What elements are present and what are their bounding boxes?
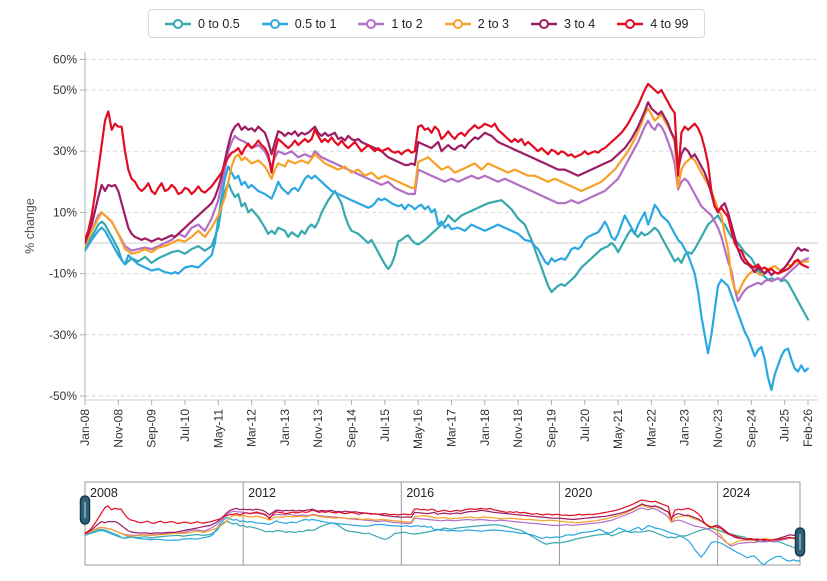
navigator-year-label: 2012 <box>248 486 276 500</box>
navigator-year-label: 2020 <box>564 486 592 500</box>
legend-label: 0 to 0.5 <box>198 16 240 31</box>
x-tick-label: Feb-26 <box>801 409 815 447</box>
navigator-left-handle-icon[interactable] <box>79 495 91 525</box>
legend-label: 4 to 99 <box>650 16 689 31</box>
x-tick-label: May-21 <box>611 409 625 449</box>
legend-item-0.5-to-1[interactable]: 0.5 to 1 <box>261 16 337 31</box>
legend-marker-icon <box>358 18 385 29</box>
x-tick-label: Mar-22 <box>644 409 658 447</box>
legend-item-2-to-3[interactable]: 2 to 3 <box>444 16 509 31</box>
navigator[interactable]: 2008 2012 2016 2020 2024 <box>79 481 806 566</box>
x-tick-label: Jul-15 <box>378 409 392 442</box>
x-tick-label: Nov-18 <box>511 409 525 448</box>
y-tick-label: -10% <box>49 267 77 281</box>
x-tick-label: Jul-10 <box>178 409 192 442</box>
x-tick-label: May-11 <box>211 409 225 448</box>
legend-marker-icon <box>165 18 191 29</box>
legend-marker-icon <box>617 18 644 29</box>
series-line-0.5-to-1 <box>85 165 810 391</box>
y-tick-label: 30% <box>53 144 77 158</box>
series-line-2-to-3 <box>85 107 810 295</box>
navigator-line-1-to-2 <box>85 507 800 547</box>
x-tick-label: Jan-18 <box>478 409 492 446</box>
series-line-4-to-99 <box>85 82 810 275</box>
x-tick-label: May-16 <box>411 409 425 449</box>
navigator-line-3-to-4 <box>85 503 800 542</box>
y-tick-label: -30% <box>49 328 77 342</box>
x-tick-label: Sep-09 <box>145 409 159 448</box>
x-tick-label: Nov-13 <box>311 409 325 448</box>
x-tick-label: Mar-12 <box>245 409 259 447</box>
legend-item-4-to-99[interactable]: 4 to 99 <box>617 17 688 31</box>
x-tick-label: Nov-08 <box>111 409 125 448</box>
legend-item-0-to-0.5[interactable]: 0 to 0.5 <box>165 17 240 31</box>
navigator-line-4-to-99 <box>85 499 800 541</box>
legend-marker-icon <box>261 18 288 29</box>
navigator-line-2-to-3 <box>85 504 800 546</box>
legend-item-1-to-2[interactable]: 1 to 2 <box>358 16 423 31</box>
x-tick-label: Mar-17 <box>444 409 458 447</box>
x-tick-label: Jan-08 <box>78 409 92 446</box>
legend-item-3-to-4[interactable]: 3 to 4 <box>530 16 596 31</box>
navigator-series-group <box>85 499 800 565</box>
x-tick-label: Jan-23 <box>678 409 692 446</box>
x-tick-label: Sep-14 <box>345 409 359 448</box>
y-tick-label: 50% <box>53 83 77 97</box>
x-tick-label: Jul-20 <box>578 409 592 442</box>
y-axis-title: % change <box>23 198 37 254</box>
navigator-line-0.5-to-1 <box>85 516 800 565</box>
y-tick-label: 60% <box>53 52 77 66</box>
x-tick-label: Sep-19 <box>544 409 558 448</box>
legend: 0 to 0.5 0.5 to 1 1 to 2 2 to 3 3 to 4 4 to 9… <box>148 9 706 38</box>
legend-label: 3 to 4 <box>563 16 596 31</box>
y-tick-label: 10% <box>53 205 77 219</box>
x-tick-label: Jan-13 <box>278 409 292 446</box>
navigator-year-label: 2024 <box>723 486 751 500</box>
legend-marker-icon <box>444 18 471 29</box>
x-tick-label: Nov-23 <box>711 409 725 448</box>
x-tick-label: Sep-24 <box>744 409 758 448</box>
legend-marker-icon <box>530 18 557 29</box>
series-group <box>85 82 810 391</box>
series-line-3-to-4 <box>85 101 810 277</box>
y-tick-label: -50% <box>49 389 77 403</box>
navigator-year-label: 2016 <box>406 486 434 500</box>
navigator-year-label: 2008 <box>90 486 118 500</box>
navigator-right-handle-icon[interactable] <box>794 527 806 557</box>
legend-label: 2 to 3 <box>477 16 509 31</box>
x-tick-label: Jul-25 <box>778 409 792 442</box>
legend-label: 0.5 to 1 <box>294 16 337 31</box>
legend-label: 1 to 2 <box>391 16 423 31</box>
